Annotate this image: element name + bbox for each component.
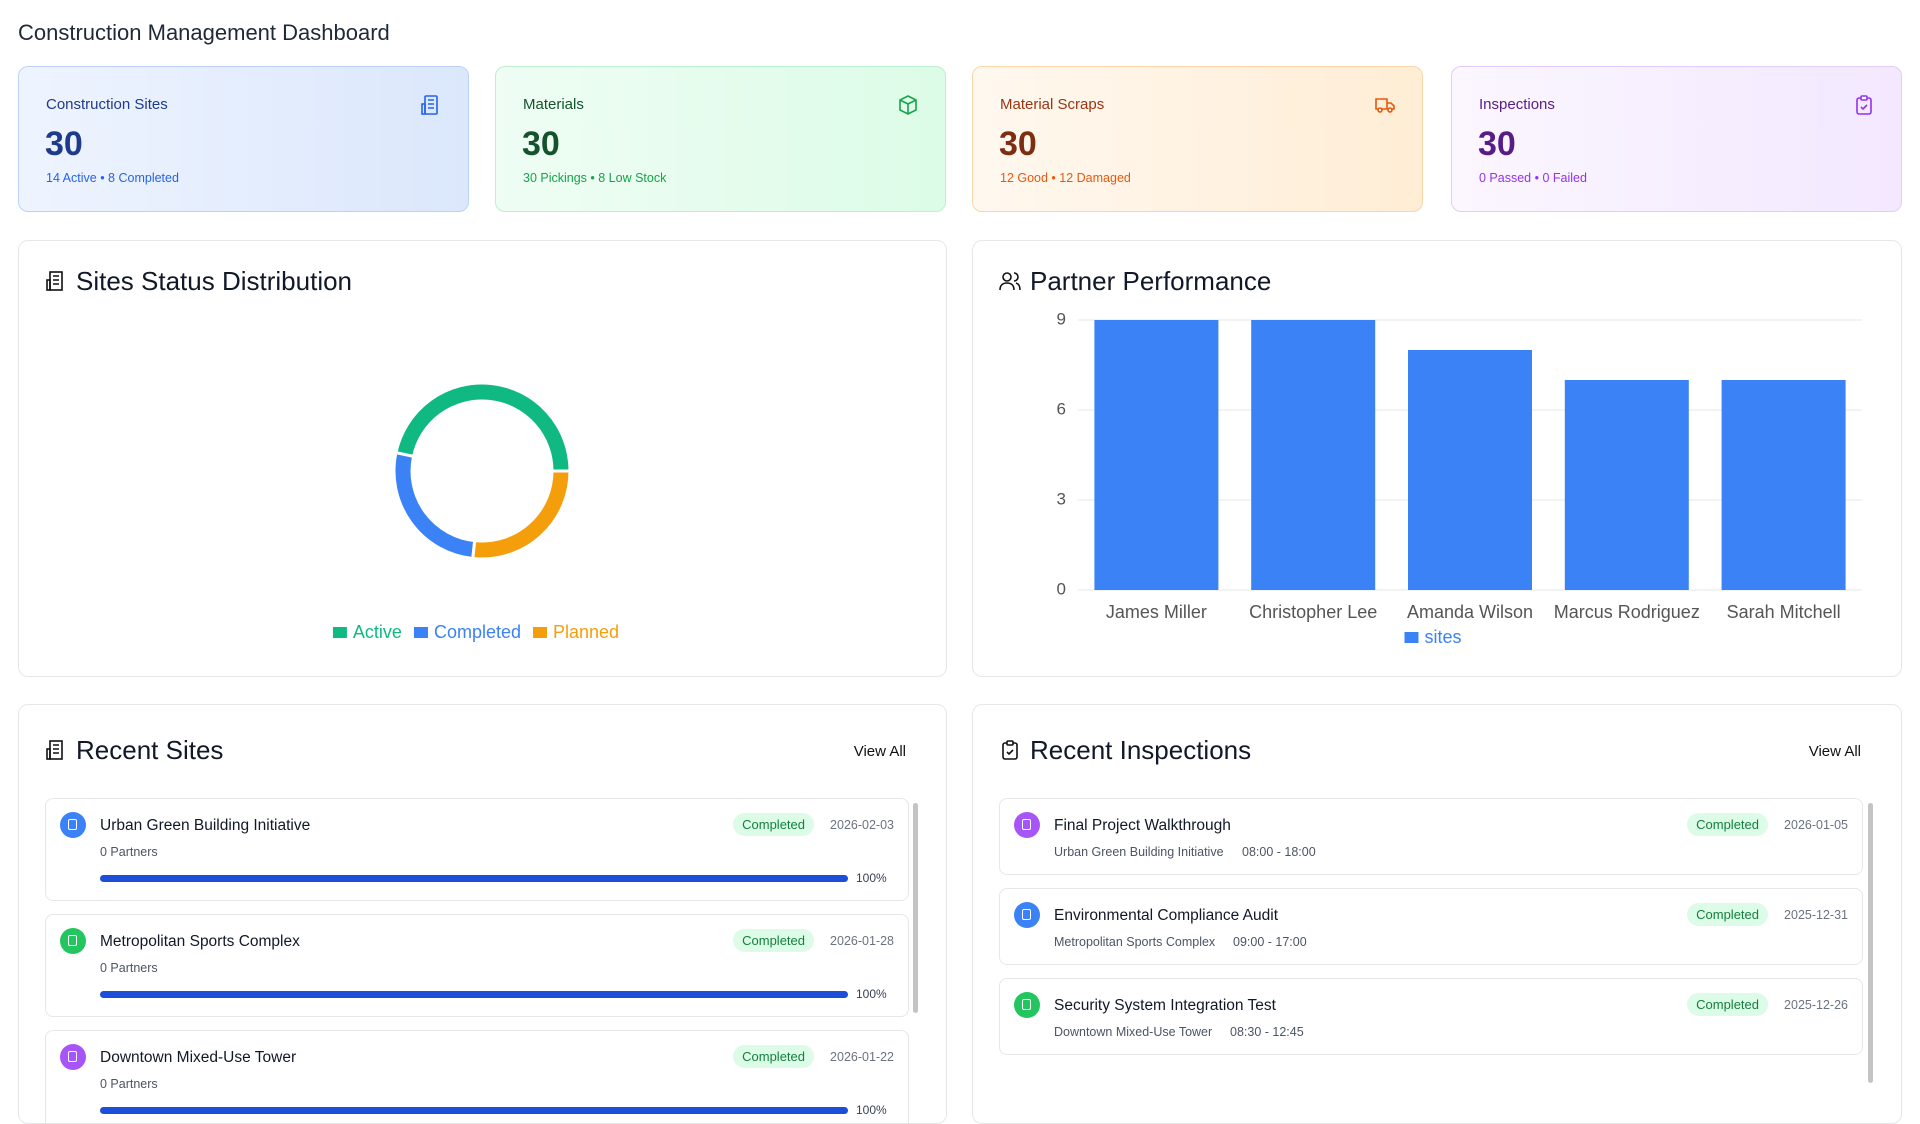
site-partners: 0 Partners — [100, 1077, 158, 1091]
site-date: 2026-02-03 — [830, 818, 894, 832]
panel-icon — [999, 272, 1021, 291]
progress-label: 100% — [856, 871, 887, 885]
site-partners: 0 Partners — [100, 845, 158, 859]
inspection-item[interactable]: Environmental Compliance Audit Metropolit… — [999, 888, 1863, 965]
inspections-panel: Recent Inspections View All Final Projec… — [972, 704, 1902, 1124]
inspection-time: 09:00 - 17:00 — [1233, 935, 1307, 949]
panel-title: Sites Status Distribution — [76, 266, 353, 296]
progress-label: 100% — [856, 1103, 887, 1117]
card-detail: 30 Pickings • 8 Low Stock — [523, 171, 667, 185]
site-icon — [60, 812, 86, 838]
view-all[interactable]: View All — [853, 743, 906, 760]
inspection-date: 2025-12-31 — [1784, 908, 1848, 922]
stat-card: Inspections 30 0 Passed • 0 Failed — [1451, 66, 1902, 212]
status-badge: Completed — [733, 1045, 814, 1068]
card-value: 30 — [522, 125, 560, 163]
card-detail: 0 Passed • 0 Failed — [1479, 171, 1587, 185]
inspection-name: Final Project Walkthrough — [1054, 817, 1231, 834]
progress-track — [100, 991, 848, 998]
progress-track — [100, 1107, 848, 1114]
progress-label: 100% — [856, 987, 887, 1001]
inspection-site: Metropolitan Sports Complex — [1054, 935, 1216, 949]
card-icon — [1856, 95, 1872, 115]
inspection-name: Environmental Compliance Audit — [1054, 907, 1279, 924]
inspection-date: 2025-12-26 — [1784, 998, 1848, 1012]
scrollbar — [1868, 803, 1873, 1083]
sites-panel: Recent Sites View All Urban Green Buildi… — [18, 704, 947, 1124]
site-partners: 0 Partners — [100, 961, 158, 975]
status-badge: Completed — [1687, 993, 1768, 1016]
site-item[interactable]: Downtown Mixed-Use Tower 0 Partners Comple… — [45, 1030, 909, 1123]
card-value: 30 — [999, 125, 1037, 163]
inspection-time: 08:30 - 12:45 — [1230, 1025, 1304, 1039]
site-icon — [60, 1044, 86, 1070]
progress-bar — [100, 875, 848, 882]
site-date: 2026-01-22 — [830, 1050, 894, 1064]
inspection-icon — [1014, 992, 1040, 1018]
card-detail: 12 Good • 12 Damaged — [1000, 171, 1131, 185]
inspection-item[interactable]: Final Project Walkthrough Urban Green Bui… — [999, 798, 1863, 875]
site-name: Urban Green Building Initiative — [100, 817, 311, 834]
status-badge: Completed — [733, 929, 814, 952]
panel-icon — [1002, 740, 1018, 760]
status-badge: Completed — [1687, 813, 1768, 836]
inspection-icon — [1014, 812, 1040, 838]
progress-track — [100, 875, 848, 882]
card-detail: 14 Active • 8 Completed — [46, 171, 179, 185]
site-name: Metropolitan Sports Complex — [100, 933, 300, 950]
card-label: Material Scraps — [1000, 96, 1105, 113]
card-icon — [1375, 98, 1395, 113]
status-badge: Completed — [733, 813, 814, 836]
progress-bar — [100, 991, 848, 998]
panel-icon — [46, 271, 63, 291]
chart-panel: Sites Status Distribution — [18, 240, 947, 677]
page-title: Construction Management Dashboard — [18, 20, 390, 45]
chart-panel: Partner Performance — [972, 240, 1902, 677]
card-value: 30 — [45, 125, 83, 163]
inspection-site: Downtown Mixed-Use Tower — [1054, 1025, 1213, 1039]
stat-card: Materials 30 30 Pickings • 8 Low Stock — [495, 66, 946, 212]
status-badge: Completed — [1687, 903, 1768, 926]
site-item[interactable]: Metropolitan Sports Complex 0 Partners Com… — [45, 914, 909, 1017]
inspection-name: Security System Integration Test — [1054, 997, 1276, 1014]
stat-card: Construction Sites 30 14 Active • 8 Comp… — [18, 66, 469, 212]
inspection-site: Urban Green Building Initiative — [1054, 845, 1224, 859]
inspection-date: 2026-01-05 — [1784, 818, 1848, 832]
card-value: 30 — [1478, 125, 1516, 163]
site-date: 2026-01-28 — [830, 934, 894, 948]
page: Construction Management Dashboard Constr… — [18, 20, 1902, 1124]
card-label: Materials — [523, 96, 584, 113]
card-icon — [421, 95, 438, 115]
site-icon — [60, 928, 86, 954]
progress-bar — [100, 1107, 848, 1114]
site-item[interactable]: Urban Green Building Initiative 0 Partner… — [45, 798, 909, 901]
stat-card: Material Scraps 30 12 Good • 12 Damaged — [972, 66, 1423, 212]
panel-icon — [46, 740, 63, 760]
card-label: Inspections — [1479, 96, 1555, 113]
panel-title: Partner Performance — [1030, 266, 1272, 296]
inspection-time: 08:00 - 18:00 — [1242, 845, 1316, 859]
card-icon — [899, 95, 917, 115]
panel-title: Recent Inspections — [1030, 735, 1252, 765]
panel-title: Recent Sites — [76, 735, 224, 765]
inspection-item[interactable]: Security System Integration Test Downtown… — [999, 978, 1863, 1055]
inspection-icon — [1014, 902, 1040, 928]
view-all[interactable]: View All — [1808, 743, 1861, 760]
site-name: Downtown Mixed-Use Tower — [100, 1049, 297, 1066]
scrollbar — [913, 803, 918, 1013]
card-label: Construction Sites — [46, 96, 168, 113]
